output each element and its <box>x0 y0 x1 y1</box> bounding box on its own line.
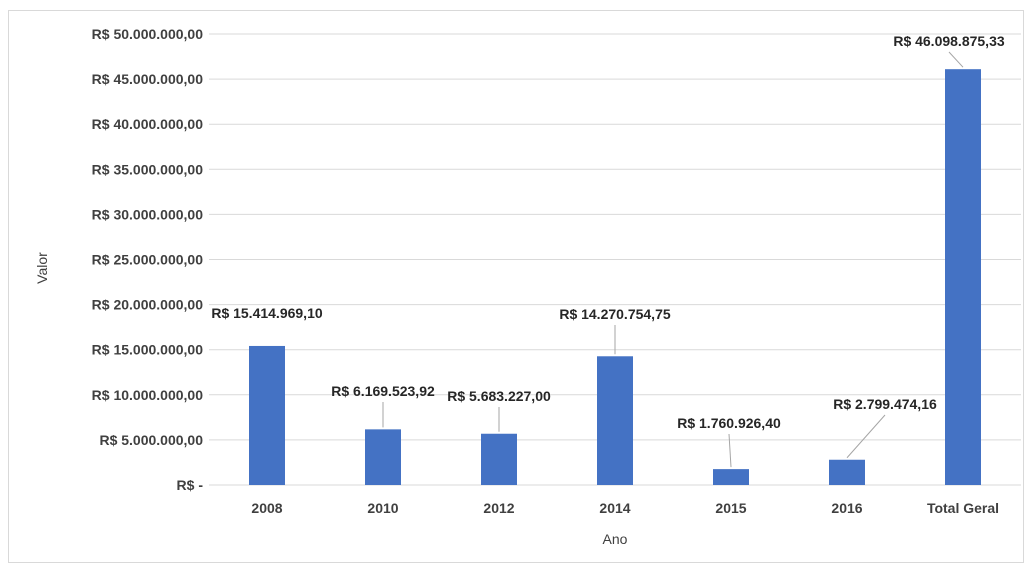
y-axis-title: Valor <box>34 252 50 284</box>
leader-line <box>846 414 886 459</box>
leader-line <box>728 433 732 468</box>
x-tick-label: Total Geral <box>927 500 999 516</box>
data-label: R$ 46.098.875,33 <box>893 33 1005 49</box>
data-label: R$ 1.760.926,40 <box>677 415 781 431</box>
bar <box>597 356 633 485</box>
data-label: R$ 14.270.754,75 <box>559 306 671 322</box>
y-tick-label: R$ - <box>177 477 204 493</box>
y-tick-label: R$ 45.000.000,00 <box>92 71 204 87</box>
y-tick-label: R$ 20.000.000,00 <box>92 297 204 313</box>
data-label: R$ 5.683.227,00 <box>447 388 551 404</box>
x-tick-label: 2010 <box>367 500 398 516</box>
y-tick-label: R$ 5.000.000,00 <box>99 432 203 448</box>
y-tick-label: R$ 50.000.000,00 <box>92 26 204 42</box>
y-tick-label: R$ 30.000.000,00 <box>92 206 204 222</box>
x-tick-label: 2012 <box>483 500 514 516</box>
bar <box>481 433 517 485</box>
chart-frame: R$ - R$ 5.000.000,00 R$ 10.000.000,00 R$ 15… <box>8 10 1024 563</box>
bar <box>249 345 285 485</box>
y-tick-label: R$ 15.000.000,00 <box>92 342 204 358</box>
leader-line <box>948 51 964 68</box>
data-label: R$ 2.799.474,16 <box>833 396 937 412</box>
x-tick-label: 2015 <box>715 500 746 516</box>
data-label: R$ 6.169.523,92 <box>331 383 435 399</box>
y-tick-label: R$ 35.000.000,00 <box>92 161 204 177</box>
data-label: R$ 15.414.969,10 <box>211 305 323 321</box>
data-labels: R$ 15.414.969,10 R$ 6.169.523,92 R$ 5.683.… <box>211 33 1005 431</box>
y-tick-label: R$ 25.000.000,00 <box>92 252 204 268</box>
leader-lines <box>382 51 964 468</box>
y-tick-labels: R$ - R$ 5.000.000,00 R$ 10.000.000,00 R$ 15… <box>92 26 204 493</box>
bars <box>249 69 981 485</box>
x-axis-title: Ano <box>603 531 628 547</box>
gridlines <box>209 33 1021 486</box>
y-tick-label: R$ 40.000.000,00 <box>92 116 204 132</box>
x-tick-labels: 2008 2010 2012 2014 2015 2016 Total Geral <box>251 500 999 516</box>
bar <box>365 429 401 485</box>
bar <box>829 459 865 485</box>
bar <box>945 69 981 485</box>
x-tick-label: 2016 <box>831 500 862 516</box>
bar-chart: R$ - R$ 5.000.000,00 R$ 10.000.000,00 R$ 15… <box>34 26 1021 547</box>
x-tick-label: 2008 <box>251 500 282 516</box>
x-tick-label: 2014 <box>599 500 630 516</box>
y-tick-label: R$ 10.000.000,00 <box>92 387 204 403</box>
bar <box>713 469 749 485</box>
